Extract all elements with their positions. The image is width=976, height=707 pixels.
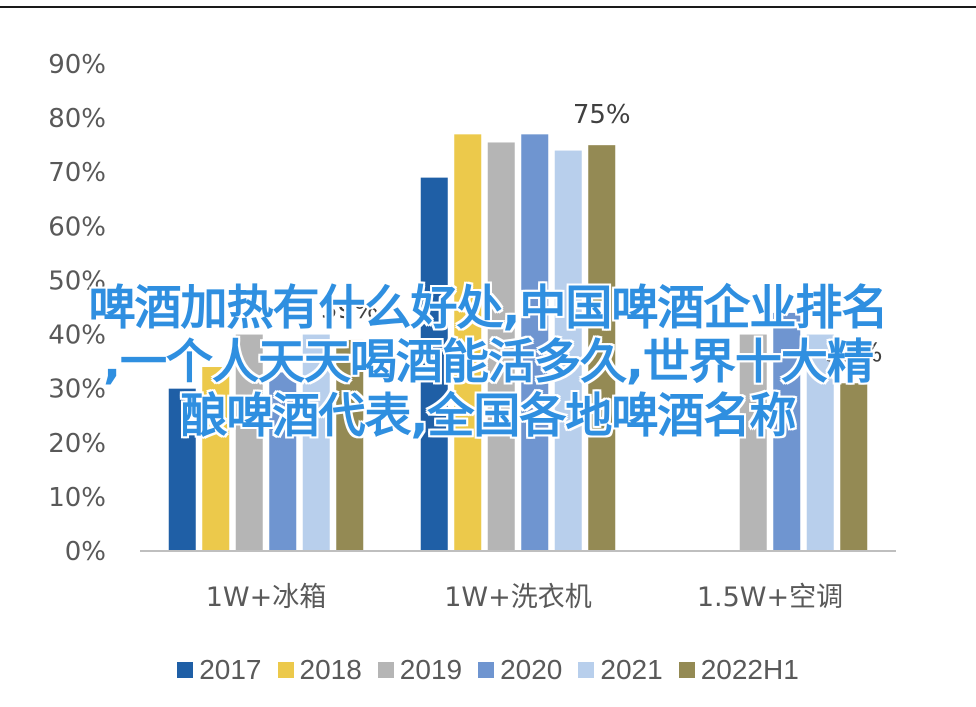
- y-tick-label: 60%: [48, 212, 106, 242]
- data-label: 75%: [573, 100, 631, 130]
- legend-swatch: [578, 662, 595, 678]
- legend-item-2018: 2018: [277, 654, 362, 686]
- bar-2021-2: [806, 334, 834, 551]
- legend-item-2020: 2020: [478, 654, 562, 686]
- bar-2021-0: [302, 334, 330, 551]
- x-axis: 1W+冰箱 1W+洗衣机 1.5W+空调: [140, 550, 896, 613]
- legend-label: 2017: [199, 654, 262, 685]
- y-tick-label: 70%: [48, 158, 106, 188]
- overlay-line-3: 酿啤酒代表,全国各地啤酒名称: [180, 389, 797, 444]
- bar-2020-2: [773, 312, 801, 551]
- bar-2022H1-0: [336, 339, 364, 551]
- bar-2019-0: [235, 334, 263, 551]
- legend-label: 2022H1: [700, 654, 799, 685]
- legend-item-2017: 2017: [177, 654, 262, 686]
- x-category-label: 1W+洗衣机: [444, 582, 592, 613]
- bar-2019-1: [487, 142, 515, 551]
- x-category-label: 1W+冰箱: [206, 582, 327, 613]
- legend-item-2019: 2019: [377, 654, 463, 686]
- legend-swatch: [678, 662, 695, 678]
- bars: [168, 134, 868, 552]
- legend-swatch: [177, 662, 194, 678]
- legend-item-2022H1: 2022H1: [678, 654, 799, 686]
- bar-2020-0: [269, 372, 297, 551]
- y-tick-label: 40%: [48, 321, 106, 351]
- data-label: 39%: [321, 295, 379, 325]
- overlay-line-1: 啤酒加热有什么好处,中国啤酒企业排名: [88, 281, 889, 336]
- overlay-line-2: ,一个人天天喝酒能活多久,世界十大精: [103, 335, 874, 390]
- bar-2019-2: [739, 334, 767, 551]
- legend-label: 2020: [500, 654, 563, 685]
- y-tick-label: 0%: [65, 537, 106, 567]
- legend-label: 2019: [399, 654, 463, 685]
- bar-2017-0: [168, 388, 196, 551]
- y-tick-label: 50%: [48, 266, 106, 296]
- data-label: 31%: [825, 338, 883, 368]
- bar-2020-1: [521, 134, 549, 551]
- y-tick-label: 30%: [48, 375, 106, 405]
- y-axis: 0% 10% 20% 30% 40% 50% 60% 70% 80% 90%: [48, 50, 106, 567]
- bar-2022H1-2: [840, 383, 868, 551]
- bar-2017-1: [420, 177, 448, 551]
- bar-chart: 0% 10% 20% 30% 40% 50% 60% 70% 80% 90% 1W+冰箱 1W+洗衣…: [48, 50, 896, 613]
- bar-2018-1: [454, 134, 482, 551]
- legend-label: 2018: [299, 654, 362, 685]
- y-tick-label: 90%: [48, 50, 106, 80]
- data-labels: 75% 39% 31%: [321, 100, 883, 368]
- x-category-label: 1.5W+空调: [697, 582, 843, 613]
- bar-2022H1-1: [588, 145, 616, 551]
- top-border-line: [0, 6, 976, 8]
- overlay-caption: 啤酒加热有什么好处,中国啤酒企业排名 ,一个人天天喝酒能活多久,世界十大精 酿啤…: [0, 282, 976, 467]
- legend-item-2021: 2021: [578, 654, 663, 686]
- legend-label: 2021: [600, 654, 663, 685]
- legend-swatch: [377, 662, 394, 678]
- y-tick-label: 20%: [48, 429, 106, 459]
- legend-swatch: [277, 662, 294, 678]
- y-tick-label: 10%: [48, 483, 106, 513]
- bar-2021-1: [554, 150, 582, 552]
- y-tick-label: 80%: [48, 104, 106, 134]
- legend-swatch: [478, 662, 495, 678]
- bar-2018-0: [202, 367, 230, 551]
- legend: 2017 2018 2019 2020 2021 2022H1: [0, 648, 976, 692]
